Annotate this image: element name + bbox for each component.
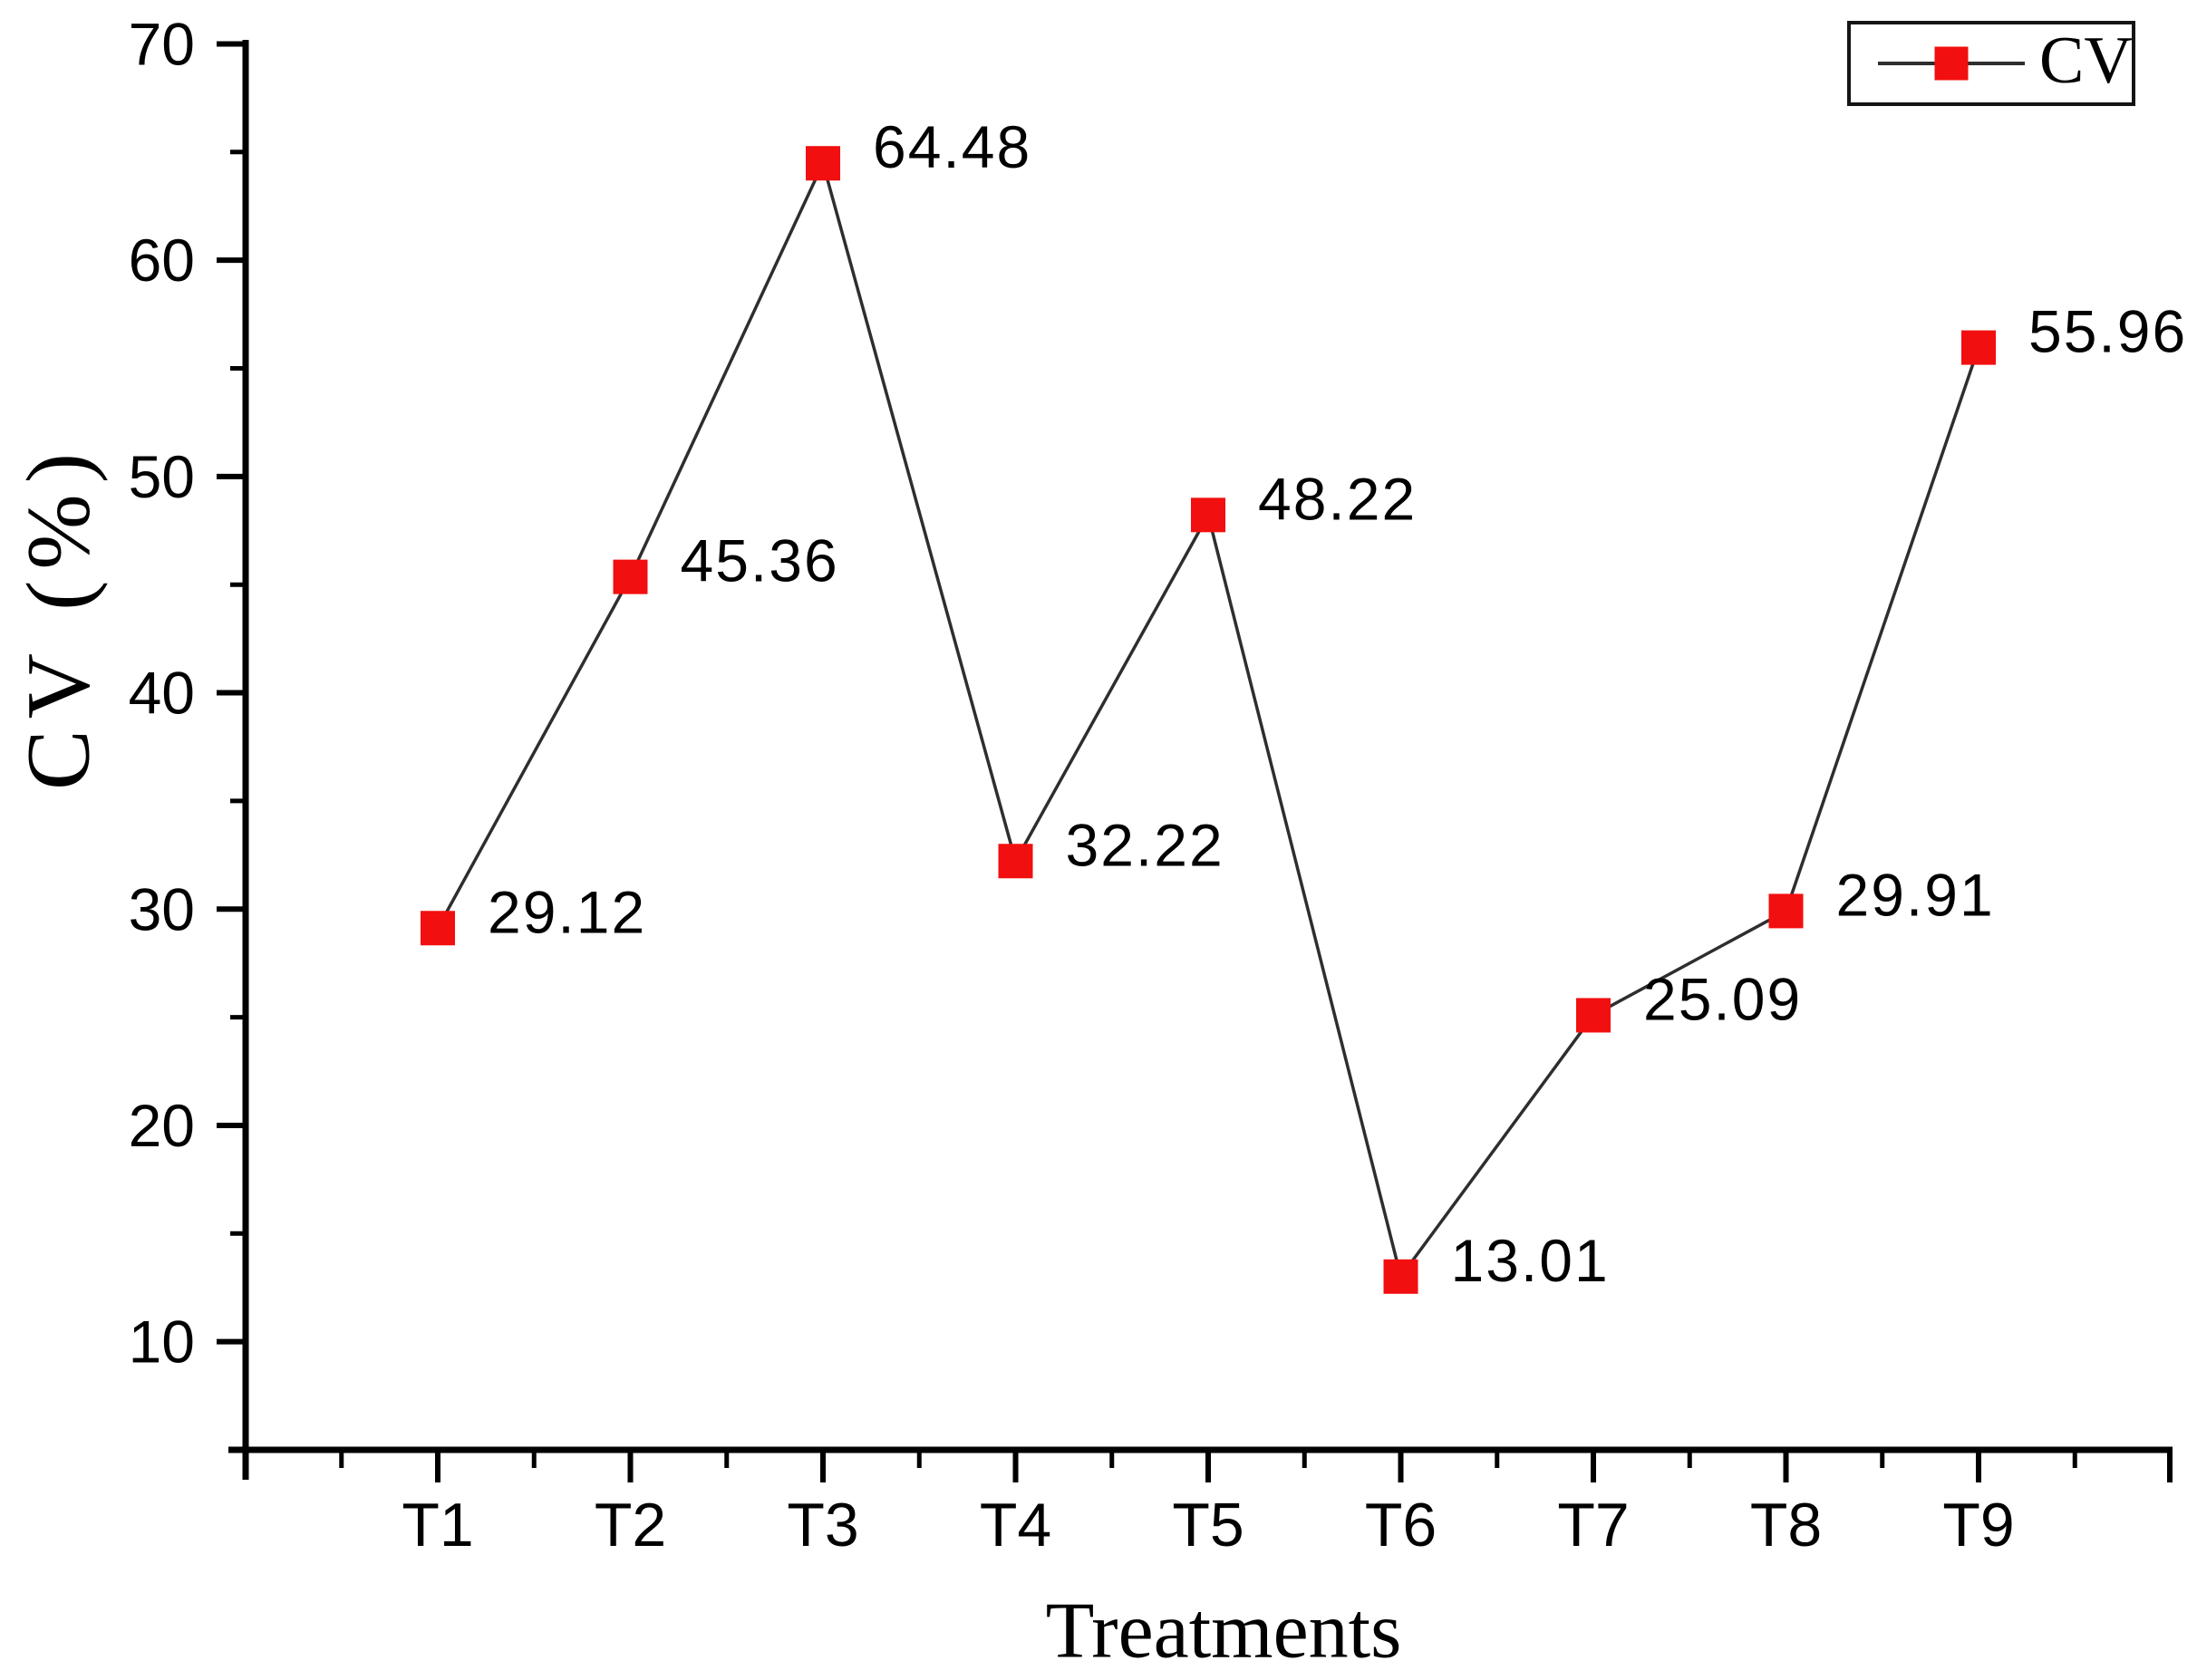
data-point-marker (1383, 1259, 1418, 1294)
legend-line-icon (1878, 46, 2025, 81)
data-point-label: 45.36 (681, 527, 839, 594)
y-tick-label: 40 (129, 660, 195, 727)
x-tick-label: T5 (1172, 1491, 1244, 1559)
y-tick-label: 70 (129, 10, 195, 77)
data-point-label: 29.12 (488, 878, 646, 945)
x-tick-label: T2 (595, 1491, 666, 1559)
data-point-label: 29.91 (1836, 861, 1995, 928)
data-point-label: 64.48 (873, 113, 1031, 180)
data-point-marker (1191, 497, 1225, 533)
data-point-label: 25.09 (1643, 965, 1802, 1032)
x-tick-label: T9 (1942, 1491, 2014, 1559)
x-tick-label: T4 (980, 1491, 1051, 1559)
data-point-marker (1576, 998, 1611, 1033)
data-point-marker (613, 559, 648, 594)
legend-square-marker-icon (1934, 46, 1969, 81)
y-tick-label: 20 (129, 1092, 195, 1159)
data-point-label: 48.22 (1258, 465, 1417, 532)
y-tick-label: 30 (129, 875, 195, 942)
data-point-label: 32.22 (1066, 811, 1224, 878)
legend-label: CV (2039, 24, 2133, 98)
x-axis-title: Treatments (1045, 1587, 1402, 1675)
x-tick-label: T6 (1365, 1491, 1437, 1559)
data-point-marker (1768, 893, 1804, 929)
legend: CV (1847, 21, 2135, 106)
cv-series-line (436, 159, 1980, 1280)
data-point-label: 13.01 (1451, 1227, 1610, 1294)
x-tick-label: T7 (1557, 1491, 1629, 1559)
y-axis-title: CV (%) (7, 441, 109, 791)
y-tick-label: 50 (129, 443, 195, 510)
x-tick-label: T3 (787, 1491, 858, 1559)
data-point-marker (1961, 330, 1996, 365)
data-point-label: 55.96 (2028, 298, 2187, 365)
y-tick-label: 60 (129, 227, 195, 294)
x-tick-label: T8 (1750, 1491, 1822, 1559)
y-tick-label: 10 (129, 1308, 195, 1376)
data-point-marker (806, 146, 840, 181)
data-point-marker (421, 911, 455, 946)
x-tick-label: T1 (402, 1491, 473, 1559)
data-point-marker (998, 844, 1033, 879)
